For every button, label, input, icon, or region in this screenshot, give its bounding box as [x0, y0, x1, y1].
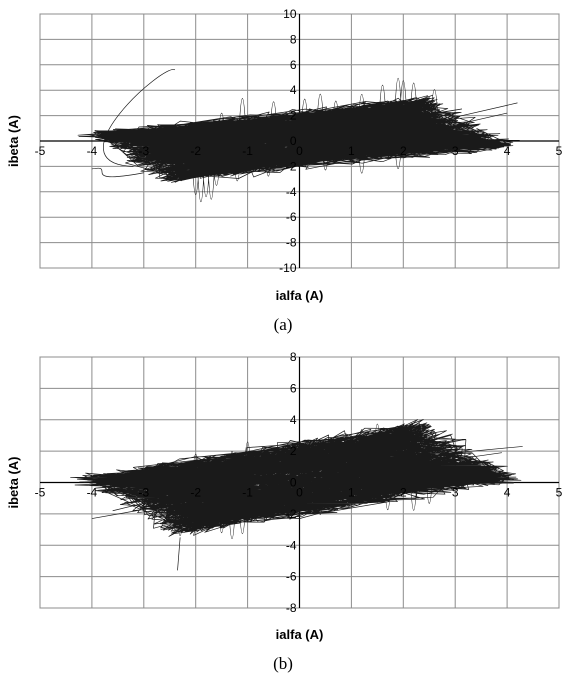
x-tick-label: 3: [452, 144, 459, 158]
x-tick-label: 1: [348, 486, 355, 500]
x-tick-label: 5: [556, 144, 563, 158]
x-tick-label: 0: [296, 486, 303, 500]
y-tick-label: 2: [290, 444, 297, 458]
y-tick-label: 0: [290, 476, 297, 490]
chart-a: -5 -4 -3 -2 -1 0 1 2 3 4 5-10-8-6-4-22468100ialfa …: [6, 7, 563, 334]
chart-b: -5 -4 -3 -2 -1 0 1 2 3 4 5 -8 -6 -4 -2 2 4 6 8 0 ialfa (A) ib…: [6, 350, 563, 673]
y-tick-label: -10: [279, 261, 297, 275]
y-tick-label: -2: [286, 159, 297, 173]
x-tick-label: -4: [87, 144, 98, 158]
x-tick-label: 0: [296, 144, 303, 158]
x-axis-title: ialfa (A): [276, 288, 324, 303]
x-tick-label: 5: [556, 486, 563, 500]
y-tick-label: 4: [290, 413, 297, 427]
y-tick-label: -4: [286, 538, 297, 552]
y-tick-label: -4: [286, 185, 297, 199]
x-tick-label: 3: [452, 486, 459, 500]
y-tick-label: -6: [286, 570, 297, 584]
y-tick-label: 8: [290, 32, 297, 46]
y-axis-title: ibeta (A): [6, 115, 21, 167]
x-tick-label: -1: [242, 486, 253, 500]
y-tick-label: -6: [286, 210, 297, 224]
x-tick-label: 2: [400, 486, 407, 500]
x-axis-title: ialfa (A): [276, 627, 324, 642]
x-tick-label: -4: [87, 486, 98, 500]
panel-label: (b): [273, 654, 293, 673]
x-tick-label: -5: [35, 486, 46, 500]
y-axis-title: ibeta (A): [6, 457, 21, 509]
x-tick-label: 4: [504, 144, 511, 158]
y-tick-label: 2: [290, 109, 297, 123]
x-tick-label: -2: [190, 486, 201, 500]
y-tick-label: -2: [286, 507, 297, 521]
panel-label: (a): [274, 315, 293, 334]
y-tick-label: 0: [290, 134, 297, 148]
x-tick-label: -3: [138, 486, 149, 500]
x-tick-label: -3: [138, 144, 149, 158]
x-tick-label: 2: [400, 144, 407, 158]
y-tick-label: 6: [290, 381, 297, 395]
y-tick-label: 4: [290, 83, 297, 97]
y-tick-label: 10: [283, 7, 297, 21]
y-tick-label: -8: [286, 236, 297, 250]
x-tick-label: 4: [504, 486, 511, 500]
y-tick-label: -8: [286, 601, 297, 615]
x-tick-label: 1: [348, 144, 355, 158]
x-tick-label: -2: [190, 144, 201, 158]
y-tick-label: 6: [290, 58, 297, 72]
y-tick-label: 8: [290, 350, 297, 364]
x-tick-label: -5: [35, 144, 46, 158]
x-tick-label: -1: [242, 144, 253, 158]
